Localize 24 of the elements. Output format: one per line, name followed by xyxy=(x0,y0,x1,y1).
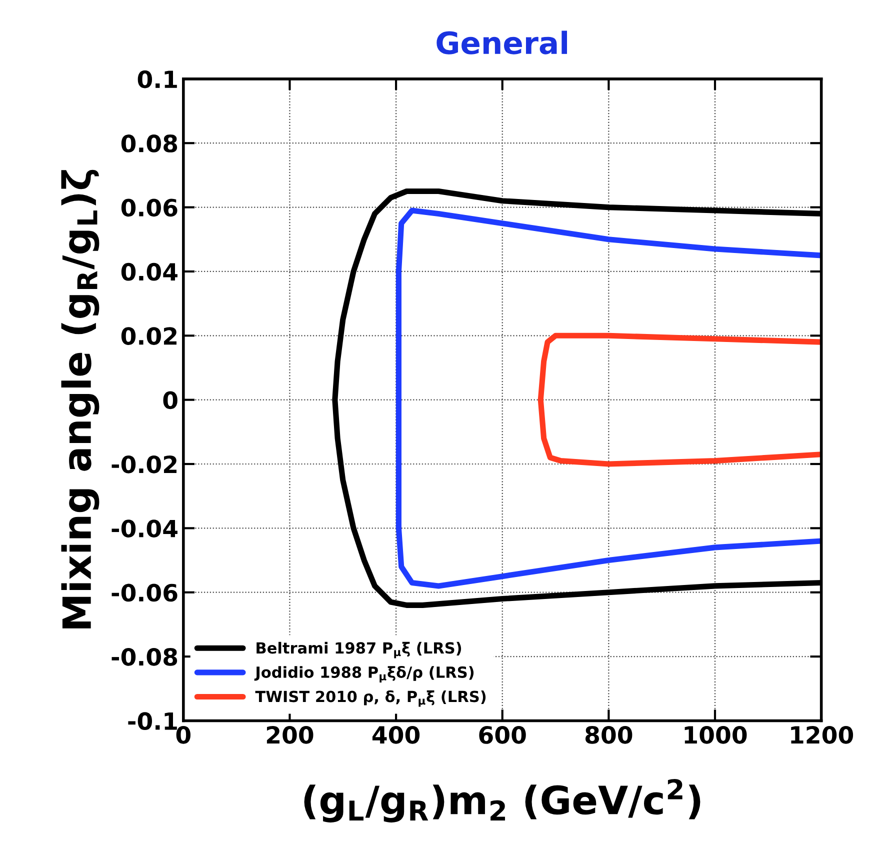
x-tick-label: 800 xyxy=(585,726,632,744)
chart-title: General xyxy=(436,30,568,54)
y-tick-label: 0.1 xyxy=(138,70,177,88)
legend-label: Beltrami 1987 P$_{μ}$ξ (LRS) xyxy=(256,642,462,658)
y-axis-title: Mixing angle (g$_{R}$/g$_{L}$)ζ xyxy=(61,170,100,628)
y-tick-label: 0.04 xyxy=(121,262,178,281)
y-tick-label: -0.04 xyxy=(112,520,178,538)
x-tick-label: 400 xyxy=(372,726,420,744)
y-tick-label: -0.08 xyxy=(112,648,178,666)
y-tick-label: 0 xyxy=(163,391,178,410)
x-tick-label: 1200 xyxy=(791,726,854,744)
legend-label: TWIST 2010 ρ, δ, P$_{μ}$ξ (LRS) xyxy=(255,690,486,707)
x-tick-label: 600 xyxy=(479,726,526,744)
y-tick-label: 0.08 xyxy=(121,134,178,152)
y-tick-label: -0.02 xyxy=(112,455,176,474)
y-tick-label: -0.1 xyxy=(128,712,177,730)
y-tick-label: 0.02 xyxy=(121,327,176,345)
text: (g$_{L}$/g$_{R}$)m$_{2}$ (GeV/c$^{2}$) xyxy=(304,778,700,822)
x-tick-label: 0 xyxy=(176,726,190,744)
legend-label: Jodidio 1988 P$_{μ}$ξδ/ρ (LRS) xyxy=(254,666,474,682)
y-tick-label: -0.06 xyxy=(112,584,178,602)
x-tick-label: 200 xyxy=(266,726,314,744)
y-tick-label: 0.06 xyxy=(121,198,178,217)
x-tick-label: 1000 xyxy=(684,726,747,744)
